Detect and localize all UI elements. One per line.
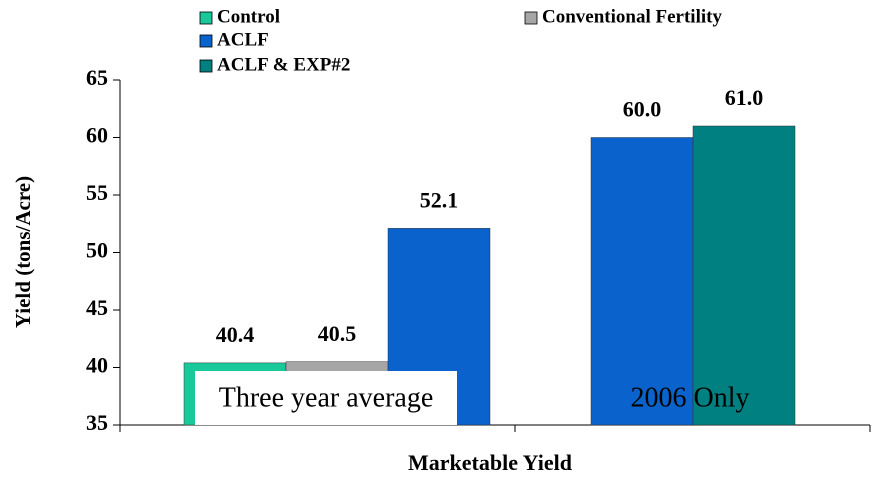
bar [692,125,796,426]
legend-swatch [199,11,213,25]
annotation: Three year average [219,382,434,413]
legend-swatch [199,34,213,48]
y-tick-label: 35 [86,410,108,435]
data-label: 61.0 [725,85,764,110]
legend-label: ACLF & EXP#2 [217,54,350,75]
legend-label: Conventional Fertility [542,6,722,27]
y-tick-label: 60 [86,123,108,148]
legend-label: ACLF [217,29,269,50]
annotation-box [195,371,457,425]
bar [590,137,694,426]
y-tick-label: 55 [86,180,108,205]
data-label: 40.4 [216,322,255,347]
data-label: 40.5 [318,321,357,346]
y-axis-label: Yield (tons/Acre) [11,176,35,328]
legend-swatch [524,11,538,25]
x-axis-label: Marketable Yield [408,450,572,475]
y-tick-label: 50 [86,238,108,263]
y-tick-label: 65 [86,65,108,90]
annotation: 2006 Only [631,382,750,413]
y-tick-label: 40 [86,353,108,378]
legend-swatch [199,59,213,73]
data-label: 52.1 [420,187,459,212]
y-tick-label: 45 [86,295,108,320]
legend-label: Control [217,6,280,27]
data-label: 60.0 [623,97,662,122]
